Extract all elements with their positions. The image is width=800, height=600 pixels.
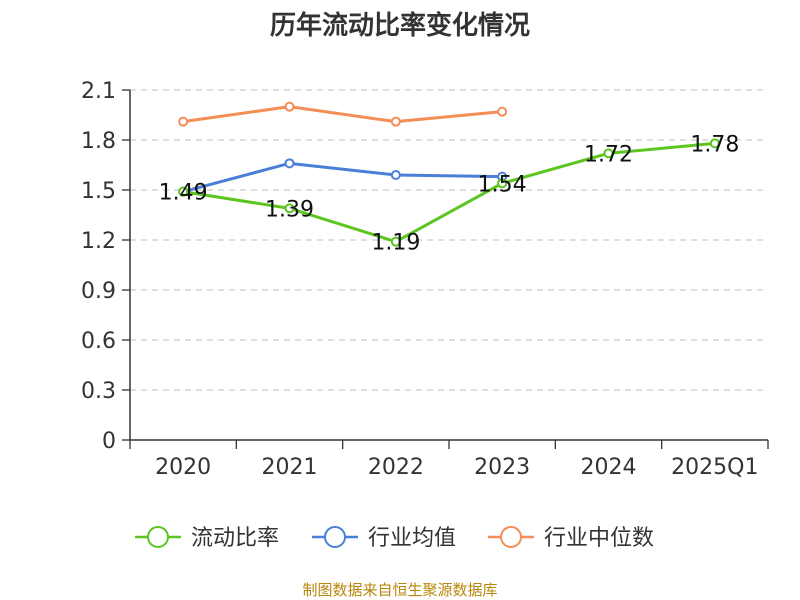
data-label: 1.19: [371, 231, 420, 256]
y-tick-label: 0.9: [81, 279, 116, 304]
y-tick-label: 0: [102, 429, 116, 454]
axes: 0 0.3 0.6 0.9 1.2 1.5 1.8 2.1 2020 2021 2022 2023 20…: [81, 79, 769, 480]
data-point: [284, 158, 295, 169]
data-point: [284, 203, 295, 214]
data-label: 1.39: [265, 197, 314, 222]
y-tick-label: 0.6: [81, 329, 116, 354]
data-point: [178, 116, 189, 127]
x-tick-label: 2023: [474, 455, 530, 480]
x-tick-label: 2022: [368, 455, 424, 480]
data-label: 1.78: [690, 132, 739, 157]
series-line: [182, 141, 715, 244]
data-labels: 1.49 1.39 1.19 1.54 1.72 1.78: [159, 132, 740, 255]
data-label: 1.54: [478, 172, 527, 197]
gridlines: [130, 89, 768, 391]
series-lines: [178, 101, 720, 247]
chart-title: 历年流动比率变化情况: [270, 10, 530, 41]
data-point: [390, 116, 401, 127]
legend-marker: [500, 526, 522, 548]
y-tick-label: 1.5: [81, 179, 116, 204]
data-point: [178, 186, 189, 197]
x-tick-label: 2024: [581, 455, 637, 480]
legend-label: 行业中位数: [544, 526, 654, 551]
y-tick-label: 2.1: [81, 79, 116, 104]
legend-label: 流动比率: [191, 526, 279, 551]
data-point: [603, 148, 614, 159]
data-point: [390, 170, 401, 180]
data-label: 1.72: [584, 142, 633, 167]
legend-label: 行业均值: [368, 526, 456, 551]
legend-marker: [147, 526, 169, 548]
data-point: [390, 236, 401, 247]
data-point: [284, 101, 295, 112]
y-tick-label: 0.3: [81, 379, 116, 404]
source-note: 制图数据来自恒生聚源数据库: [302, 581, 497, 599]
x-tick-label: 2021: [262, 455, 318, 480]
x-tick-label: 2025Q1: [671, 455, 758, 480]
data-point: [709, 138, 720, 149]
legend-marker: [324, 526, 346, 548]
data-point: [497, 178, 508, 189]
series-line: [182, 105, 503, 124]
y-tick-label: 1.2: [81, 229, 116, 254]
legend: 流动比率 行业均值 行业中位数: [135, 526, 654, 551]
series-line: [182, 161, 503, 194]
x-tick-label: 2020: [155, 455, 211, 480]
data-label: 1.49: [159, 181, 208, 206]
data-point: [497, 106, 508, 117]
y-tick-label: 1.8: [81, 129, 116, 154]
